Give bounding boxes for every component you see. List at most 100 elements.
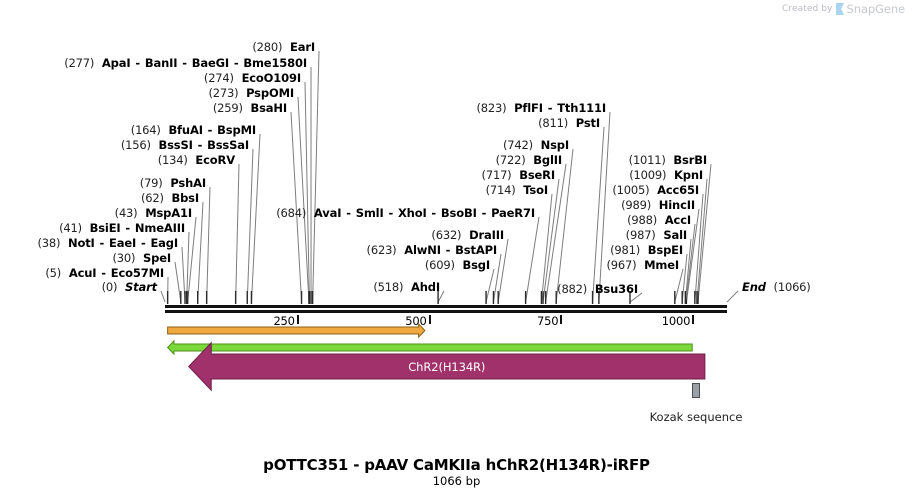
terminal-label-row-end[interactable]: End (1066) [742,281,811,293]
enzyme-position: (280) [252,40,283,54]
enzyme-position: (259) [212,101,243,115]
enzyme-label-row[interactable]: (1009) KpnI [629,169,703,181]
enzyme-name[interactable]: ApaI [101,56,131,70]
enzyme-label-row[interactable]: (280) EarI [252,41,315,53]
enzyme-name[interactable]: EcoO109I [241,71,302,85]
enzyme-label-row[interactable]: (742) NspI [503,139,569,151]
enzyme-label-row[interactable]: (632) DraIII [431,229,504,241]
enzyme-label-row[interactable]: (62) BbsI [141,192,199,204]
enzyme-name[interactable]: SalI [663,228,687,242]
enzyme-label-row[interactable]: (79) PshAI [140,177,206,189]
enzyme-label-row[interactable]: (30) SpeI [112,252,171,264]
enzyme-name[interactable]: BbsI [171,191,199,205]
enzyme-name[interactable]: PflFI [514,101,543,115]
enzyme-separator: - [543,101,557,115]
enzyme-name[interactable]: BsiEI [89,221,121,235]
enzyme-name[interactable]: HincII [658,198,695,212]
enzyme-name[interactable]: BssSaI [207,138,249,152]
enzyme-label-row[interactable]: (164) BfuAI - BspMI [131,124,256,136]
enzyme-label-row[interactable]: (988) AccI [627,214,691,226]
enzyme-name[interactable]: Eco57MI [110,266,164,280]
enzyme-label-row[interactable]: (134) EcoRV [158,154,235,166]
ruler-backbone-lower [165,310,727,313]
enzyme-name[interactable]: PshAI [170,176,206,190]
enzyme-name[interactable]: NspI [540,138,570,152]
enzyme-name[interactable]: KpnI [673,168,703,182]
enzyme-name[interactable]: NotI [67,236,95,250]
enzyme-name[interactable]: PaeR7I [491,206,535,220]
enzyme-name[interactable]: AvaI [313,206,342,220]
terminal-label[interactable]: End [742,280,766,294]
enzyme-name[interactable]: EcoRV [195,153,235,167]
kozak-sequence-marker[interactable] [692,383,700,398]
enzyme-label-row[interactable]: (156) BssSI - BssSaI [121,139,249,151]
enzyme-label-row[interactable]: (38) NotI - EaeI - EagI [37,237,178,249]
enzyme-name[interactable]: SpeI [143,251,171,265]
enzyme-position: (38) [37,236,61,250]
enzyme-name[interactable]: BspEI [647,243,683,257]
enzyme-name[interactable]: Bme1580I [243,56,307,70]
enzyme-label-row[interactable]: (684) AvaI - SmlI - XhoI - BsoBI - PaeR7… [276,207,535,219]
enzyme-label-row[interactable]: (717) BseRI [482,168,556,182]
enzyme-label-row[interactable]: (882) Bsu36I [557,283,638,295]
enzyme-name[interactable]: BseRI [519,168,555,182]
enzyme-label-row[interactable]: (714) TsoI [486,183,549,197]
enzyme-name[interactable]: BanII [144,56,178,70]
enzyme-label-row[interactable]: (967) MmeI [606,259,679,271]
enzyme-label-row[interactable]: (989) HincII [621,199,695,211]
enzyme-label-row[interactable]: (259) BsaHI [213,102,287,114]
enzyme-label-row[interactable]: (981) BspEI [610,244,683,256]
enzyme-label-row[interactable]: (41) BsiEI - NmeAIII [59,222,185,234]
enzyme-name[interactable]: EagI [150,236,178,250]
enzyme-label-row[interactable]: (609) BsgI [425,259,490,271]
enzyme-label-row[interactable]: (273) PspOMI [208,87,294,99]
enzyme-name[interactable]: XhoI [397,206,427,220]
enzyme-label-row[interactable]: (722) BglII [496,153,563,167]
enzyme-label-row[interactable]: (987) SalI [626,229,687,241]
enzyme-label-row[interactable]: (274) EcoO109I [204,72,301,84]
enzyme-position: (273) [208,86,239,100]
enzyme-label-row[interactable]: (43) MspA1I [115,207,192,219]
enzyme-label-row[interactable]: (623) AlwNI - BstAPI [367,243,498,257]
enzyme-name[interactable]: PspOMI [246,86,294,100]
enzyme-label-row[interactable]: (277) ApaI - BanII - BaeGI - Bme1580I [64,57,307,69]
enzyme-position: (79) [139,176,163,190]
enzyme-name[interactable]: BaeGI [191,56,230,70]
enzyme-name[interactable]: Acc65I [657,183,699,197]
enzyme-name[interactable]: MmeI [644,258,679,272]
enzyme-name[interactable]: BspMI [217,123,256,137]
enzyme-name[interactable]: BstAPI [455,243,497,257]
enzyme-name[interactable]: Tth111I [557,101,606,115]
enzyme-name[interactable]: AccI [664,213,691,227]
terminal-label[interactable]: Start [125,280,157,294]
enzyme-name[interactable]: MspA1I [145,206,192,220]
enzyme-name[interactable]: Bsu36I [594,282,638,296]
enzyme-position: (967) [606,258,637,272]
enzyme-name[interactable]: EaeI [109,236,137,250]
enzyme-name[interactable]: BssSI [158,138,193,152]
enzyme-name[interactable]: AhdI [411,280,440,294]
enzyme-name[interactable]: SmlI [355,206,384,220]
enzyme-name[interactable]: PstI [575,116,600,130]
enzyme-name[interactable]: BsgI [462,258,490,272]
enzyme-label-row[interactable]: (811) PstI [538,117,600,129]
enzyme-name[interactable]: EarI [290,40,315,54]
enzyme-label-row[interactable]: (0) Start [102,280,158,294]
enzyme-name[interactable]: BglII [533,153,562,167]
enzyme-separator: - [427,206,440,220]
enzyme-label-row[interactable]: (518) AhdI [373,281,440,293]
enzyme-name[interactable]: AcuI [68,266,97,280]
enzyme-name[interactable]: BsaHI [250,101,287,115]
enzyme-name[interactable]: AlwNI [404,243,441,257]
enzyme-label-row[interactable]: (823) PflFI - Tth111I [476,102,606,114]
enzyme-label-row[interactable]: (5) AcuI - Eco57MI [45,267,164,279]
enzyme-name[interactable]: BsoBI [440,206,477,220]
enzyme-name[interactable]: BsrBI [673,153,707,167]
enzyme-name[interactable]: BfuAI [168,123,203,137]
enzyme-name[interactable]: TsoI [523,183,548,197]
enzyme-label-row[interactable]: (1011) BsrBI [629,154,707,166]
enzyme-label-row[interactable]: (1005) Acc65I [612,184,699,196]
enzyme-name[interactable]: DraIII [469,228,504,242]
enzyme-name[interactable]: NmeAIII [134,221,185,235]
feature-label-chr2-cds[interactable]: ChR2(H134R) [408,359,486,374]
